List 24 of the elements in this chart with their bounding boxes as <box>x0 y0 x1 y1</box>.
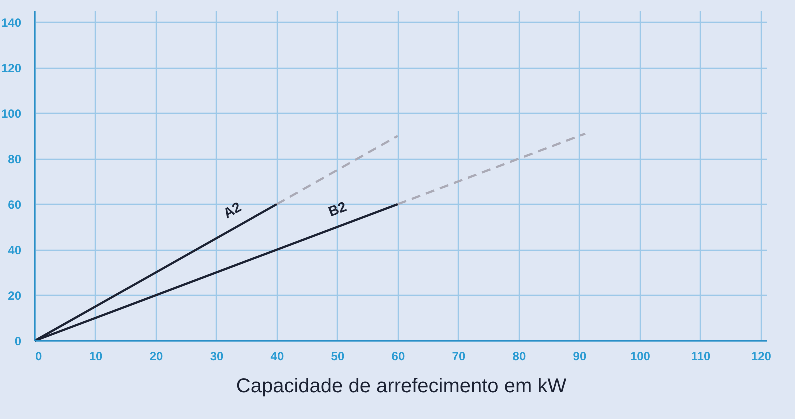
x-tick-label: 120 <box>751 350 772 364</box>
x-tick-label: 50 <box>331 350 345 364</box>
x-tick-label: 20 <box>150 350 164 364</box>
x-tick-label: 30 <box>210 350 224 364</box>
y-tick-label: 40 <box>8 243 22 258</box>
x-tick-label: 110 <box>691 350 711 364</box>
x-tick-label: 0 <box>36 350 42 364</box>
y-tick-label: 80 <box>8 152 22 166</box>
x-axis-title: Capacidade de arrefecimento em kW <box>236 376 567 398</box>
x-tick-label: 60 <box>392 350 406 364</box>
y-tick-label: 20 <box>8 288 22 303</box>
x-tick-label: 70 <box>452 350 466 364</box>
y-tick-label: 60 <box>8 198 22 212</box>
y-tick-label: 120 <box>1 61 22 76</box>
x-tick-label: 10 <box>89 350 103 364</box>
text: A2 <box>220 198 244 222</box>
text: B2 <box>326 198 349 220</box>
y-tick-label: 140 <box>1 16 22 30</box>
y-tick-label: 100 <box>1 106 22 121</box>
x-tick-label: 40 <box>270 350 284 364</box>
y-tick-label: 0 <box>14 334 22 348</box>
x-tick-label: 80 <box>512 350 526 364</box>
x-tick-label: 100 <box>630 350 651 364</box>
x-tick-label: 90 <box>573 350 587 364</box>
